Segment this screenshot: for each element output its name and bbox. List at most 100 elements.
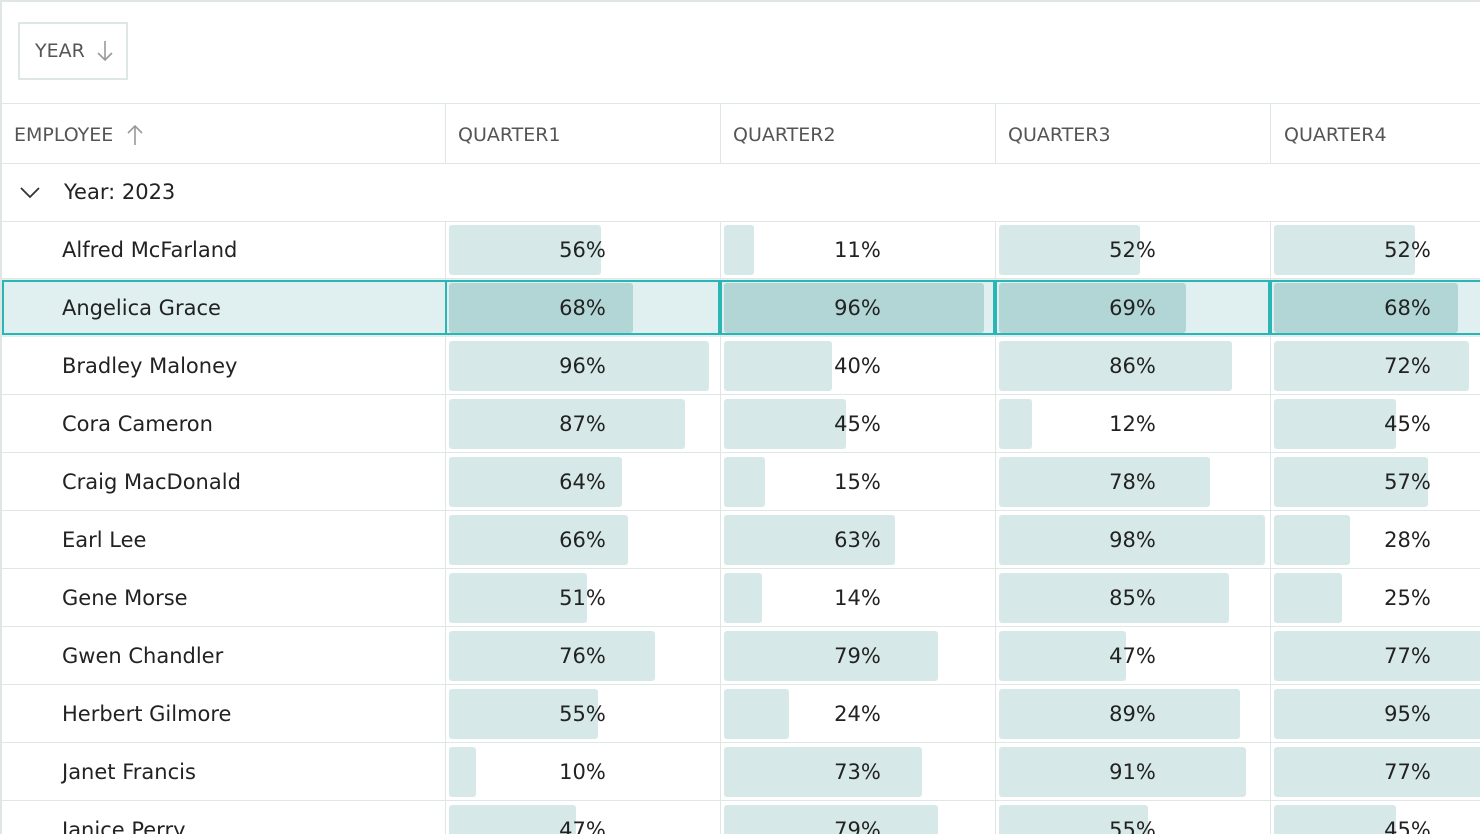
column-divider	[1270, 337, 1271, 395]
row-divider	[2, 742, 1480, 743]
column-divider	[1270, 743, 1271, 801]
percent-label: 63%	[834, 528, 881, 552]
percent-bar	[999, 573, 1230, 623]
percent-label: 76%	[559, 644, 606, 668]
employee-name[interactable]: Herbert Gilmore	[62, 702, 232, 726]
column-header[interactable]: QUARTER1	[458, 105, 561, 165]
column-header[interactable]: QUARTER3	[1008, 105, 1111, 165]
percent-label: 89%	[1109, 702, 1156, 726]
percent-bar	[724, 515, 895, 565]
percent-label: 72%	[1384, 354, 1431, 378]
column-divider	[720, 685, 721, 743]
percent-bar	[1274, 747, 1480, 797]
percent-label: 69%	[1109, 296, 1156, 320]
sort-up-icon	[127, 124, 143, 145]
group-row[interactable]: Year: 2023	[2, 163, 175, 221]
percent-bar	[1274, 283, 1459, 333]
employee-name[interactable]: Earl Lee	[62, 528, 147, 552]
percent-bar	[724, 631, 939, 681]
percent-bar	[449, 689, 599, 739]
percent-label: 79%	[834, 818, 881, 834]
column-divider	[995, 221, 996, 279]
employee-name[interactable]: Janet Francis	[62, 760, 196, 784]
header-label: QUARTER1	[458, 124, 561, 146]
percent-bar	[1274, 225, 1415, 275]
percent-label: 86%	[1109, 354, 1156, 378]
percent-label: 73%	[834, 760, 881, 784]
percent-label: 40%	[834, 354, 881, 378]
column-divider	[445, 627, 446, 685]
percent-bar	[1274, 631, 1480, 681]
column-divider	[995, 569, 996, 627]
percent-label: 68%	[559, 296, 606, 320]
percent-bar	[449, 805, 577, 834]
row-divider	[2, 800, 1480, 801]
column-divider	[995, 511, 996, 569]
group-label: Year: 2023	[64, 180, 176, 204]
employee-name[interactable]: Angelica Grace	[62, 296, 221, 320]
column-header[interactable]: QUARTER2	[733, 105, 836, 165]
percent-bar	[999, 399, 1032, 449]
employee-name[interactable]: Cora Cameron	[62, 412, 213, 436]
column-divider	[995, 453, 996, 511]
header-label: QUARTER4	[1284, 124, 1387, 146]
percent-bar	[449, 573, 588, 623]
row-divider	[2, 684, 1480, 685]
percent-bar	[449, 515, 628, 565]
sort-down-icon	[97, 41, 113, 62]
header-label: QUARTER2	[733, 124, 836, 146]
column-divider	[445, 221, 446, 279]
percent-label: 77%	[1384, 760, 1431, 784]
collapse-icon	[20, 187, 40, 199]
employee-name[interactable]: Gwen Chandler	[62, 644, 224, 668]
percent-label: 56%	[559, 238, 606, 262]
percent-bar	[1274, 515, 1350, 565]
percent-label: 66%	[559, 528, 606, 552]
percent-label: 95%	[1384, 702, 1431, 726]
percent-bar	[724, 805, 939, 834]
group-chip[interactable]: YEAR	[18, 22, 128, 80]
header-label: QUARTER3	[1008, 124, 1111, 146]
column-header[interactable]: EMPLOYEE	[14, 105, 145, 165]
selected-row-border	[2, 280, 1480, 335]
employee-name[interactable]: Janice Perry	[62, 818, 186, 834]
percent-label: 45%	[1384, 412, 1431, 436]
employee-name[interactable]: Gene Morse	[62, 586, 188, 610]
percent-bar	[449, 399, 685, 449]
percent-label: 78%	[1109, 470, 1156, 494]
column-divider	[720, 569, 721, 627]
percent-bar	[1274, 805, 1396, 834]
employee-name[interactable]: Bradley Maloney	[62, 354, 238, 378]
header-label: EMPLOYEE	[14, 124, 114, 146]
percent-bar	[999, 341, 1233, 391]
percent-label: 11%	[834, 238, 881, 262]
percent-bar	[724, 573, 762, 623]
percent-label: 96%	[559, 354, 606, 378]
percent-label: 14%	[834, 586, 881, 610]
column-divider	[445, 453, 446, 511]
column-divider	[1270, 511, 1271, 569]
column-divider	[995, 627, 996, 685]
column-divider	[445, 743, 446, 801]
percent-label: 28%	[1384, 528, 1431, 552]
row-divider	[2, 568, 1480, 569]
employee-name[interactable]: Craig MacDonald	[62, 470, 241, 494]
column-divider	[720, 801, 721, 834]
column-divider	[720, 395, 721, 453]
row-divider	[2, 452, 1480, 453]
percent-label: 15%	[834, 470, 881, 494]
column-header[interactable]: QUARTER4	[1284, 105, 1387, 165]
row-divider	[2, 510, 1480, 511]
percent-label: 47%	[1109, 644, 1156, 668]
percent-label: 91%	[1109, 760, 1156, 784]
percent-bar	[1274, 341, 1470, 391]
percent-label: 85%	[1109, 586, 1156, 610]
percent-label: 45%	[1384, 818, 1431, 834]
percent-label: 57%	[1384, 470, 1431, 494]
column-divider	[720, 337, 721, 395]
employee-name[interactable]: Alfred McFarland	[62, 238, 238, 262]
percent-label: 55%	[559, 702, 606, 726]
column-divider	[995, 103, 996, 163]
percent-bar	[724, 283, 985, 333]
